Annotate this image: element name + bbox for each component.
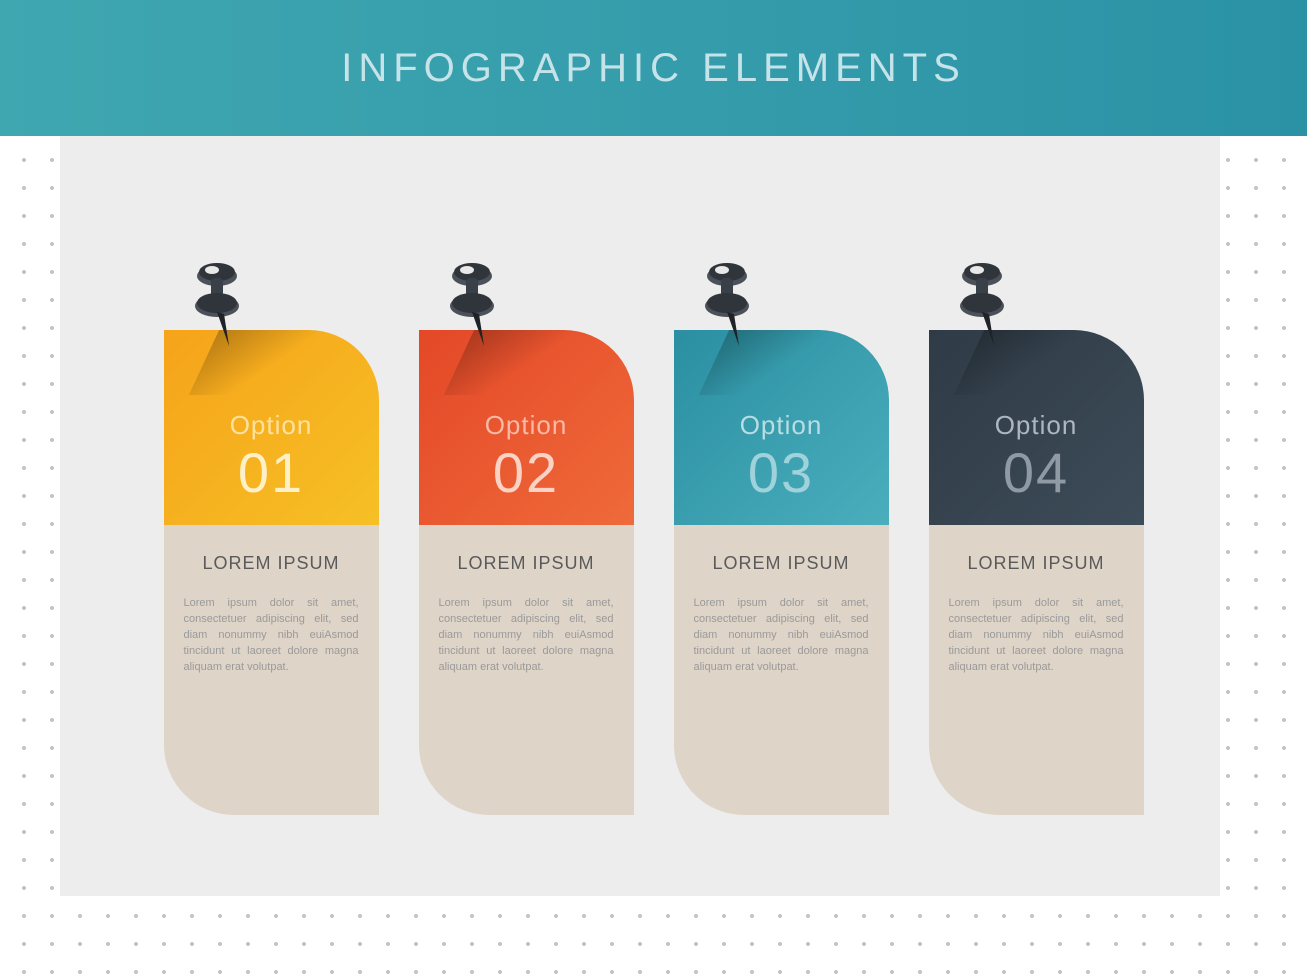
card-header-4: Option 04	[929, 330, 1144, 525]
card-body-2: LOREM IPSUM Lorem ipsum dolor sit amet, …	[419, 525, 634, 815]
card-body-text: Lorem ipsum dolor sit amet, consectetuer…	[949, 596, 1124, 676]
card-subtitle: LOREM IPSUM	[694, 553, 869, 574]
option-number: 03	[674, 445, 889, 501]
cards-row: Option 01 LOREM IPSUM Lorem ipsum dolor …	[0, 330, 1307, 815]
card-body-1: LOREM IPSUM Lorem ipsum dolor sit amet, …	[164, 525, 379, 815]
page-title: INFOGRAPHIC ELEMENTS	[341, 46, 966, 91]
option-label: Option	[929, 410, 1144, 441]
option-number: 02	[419, 445, 634, 501]
option-card-2: Option 02 LOREM IPSUM Lorem ipsum dolor …	[419, 330, 634, 815]
option-card-1: Option 01 LOREM IPSUM Lorem ipsum dolor …	[164, 330, 379, 815]
header-bar: INFOGRAPHIC ELEMENTS	[0, 0, 1307, 136]
card-subtitle: LOREM IPSUM	[949, 553, 1124, 574]
option-label: Option	[164, 410, 379, 441]
option-card-3: Option 03 LOREM IPSUM Lorem ipsum dolor …	[674, 330, 889, 815]
option-card-4: Option 04 LOREM IPSUM Lorem ipsum dolor …	[929, 330, 1144, 815]
pushpin-icon	[694, 260, 764, 350]
pushpin-icon	[949, 260, 1019, 350]
pushpin-icon	[439, 260, 509, 350]
card-body-4: LOREM IPSUM Lorem ipsum dolor sit amet, …	[929, 525, 1144, 815]
option-label: Option	[419, 410, 634, 441]
card-body-text: Lorem ipsum dolor sit amet, consectetuer…	[184, 596, 359, 676]
option-number: 01	[164, 445, 379, 501]
pushpin-icon	[184, 260, 254, 350]
option-number: 04	[929, 445, 1144, 501]
card-subtitle: LOREM IPSUM	[439, 553, 614, 574]
card-body-3: LOREM IPSUM Lorem ipsum dolor sit amet, …	[674, 525, 889, 815]
card-body-text: Lorem ipsum dolor sit amet, consectetuer…	[439, 596, 614, 676]
card-header-3: Option 03	[674, 330, 889, 525]
card-body-text: Lorem ipsum dolor sit amet, consectetuer…	[694, 596, 869, 676]
card-header-1: Option 01	[164, 330, 379, 525]
card-subtitle: LOREM IPSUM	[184, 553, 359, 574]
card-header-2: Option 02	[419, 330, 634, 525]
option-label: Option	[674, 410, 889, 441]
